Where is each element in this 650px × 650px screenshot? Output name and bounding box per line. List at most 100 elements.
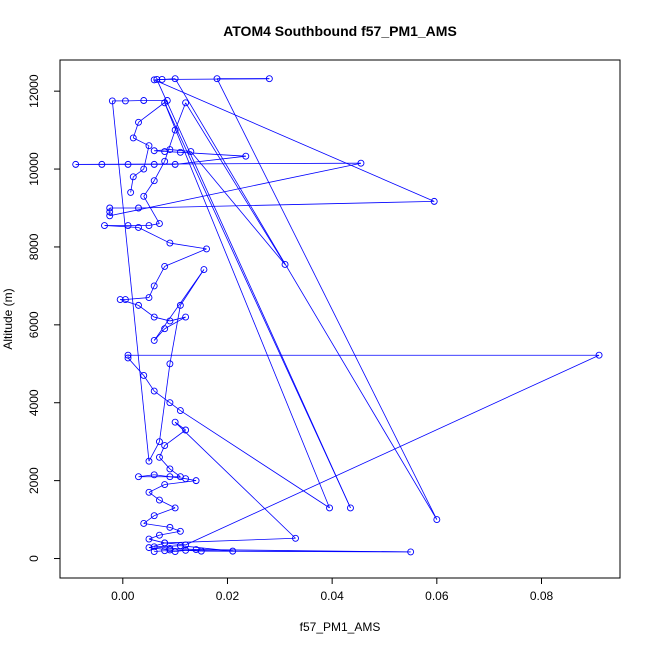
data-point	[145, 142, 153, 150]
data-point	[145, 544, 153, 552]
series-line-segment	[156, 79, 351, 509]
data-point	[150, 512, 158, 520]
data-point	[145, 457, 153, 465]
data-point	[161, 325, 169, 333]
data-point	[166, 360, 174, 368]
data-point	[166, 146, 174, 154]
data-point	[347, 504, 354, 512]
data-point	[182, 546, 190, 554]
data-point	[430, 197, 438, 205]
data-point	[150, 177, 158, 185]
data-point	[163, 97, 171, 104]
data-point	[129, 134, 137, 142]
series-line-segment	[138, 200, 435, 209]
data-point	[182, 541, 190, 549]
series-line-segment	[138, 100, 168, 123]
data-point	[161, 442, 169, 450]
series-line-segment	[154, 550, 165, 552]
data-point	[150, 282, 158, 290]
series-line-segment	[180, 269, 205, 306]
y-axis-label: Altitude (m)	[1, 288, 15, 349]
series-line-segment	[216, 78, 438, 520]
series-line-segment	[185, 102, 286, 265]
data-point	[171, 504, 179, 512]
series-line-segment	[164, 102, 330, 509]
data-point	[155, 496, 163, 504]
series-line-segment	[169, 402, 181, 411]
data-point	[187, 148, 195, 155]
data-point	[108, 97, 116, 105]
data-point	[171, 126, 179, 134]
series-line-segment	[148, 223, 160, 226]
series-line-segment	[180, 151, 246, 157]
series-line-segment	[164, 542, 186, 546]
series-line-segment	[164, 316, 186, 330]
data-point	[281, 261, 289, 268]
data-point	[150, 387, 158, 395]
series-line-segment	[180, 410, 330, 509]
series-line-segment	[153, 266, 166, 287]
data-point	[171, 160, 179, 168]
series-line-segment	[143, 515, 155, 524]
data-point	[98, 160, 106, 168]
x-tick-label: 0.00	[111, 589, 135, 603]
series-line-segment	[148, 534, 160, 540]
data-point	[127, 188, 135, 196]
data-point	[140, 372, 148, 379]
data-point	[150, 336, 158, 344]
data-point	[129, 173, 137, 181]
data-point	[116, 296, 124, 303]
data-point	[242, 152, 250, 160]
data-point	[124, 222, 132, 229]
data-point	[150, 147, 158, 155]
data-point	[166, 239, 174, 247]
series-line-segment	[196, 549, 411, 553]
data-point	[121, 296, 129, 303]
series-line-segment	[143, 145, 150, 170]
data-point	[192, 477, 200, 485]
series-line-segment	[143, 196, 160, 224]
data-point	[140, 520, 148, 527]
series-line-segment	[109, 162, 362, 217]
series-layer	[72, 75, 603, 556]
series-line-segment	[153, 161, 166, 181]
data-point	[135, 473, 142, 481]
x-axis-label: f57_PM1_AMS	[300, 620, 381, 634]
data-point	[182, 313, 190, 321]
series-line-segment	[164, 480, 197, 485]
data-point	[150, 313, 158, 321]
data-point	[166, 546, 174, 554]
data-point	[145, 535, 153, 543]
series-line-segment	[159, 445, 166, 458]
series-line-segment	[164, 129, 176, 162]
data-point	[124, 160, 132, 168]
data-point	[145, 488, 153, 496]
series-line-segment	[169, 526, 181, 532]
series-line-segment	[148, 285, 155, 298]
series-line-segment	[174, 78, 438, 520]
data-point	[135, 204, 142, 212]
data-point	[166, 317, 174, 325]
data-point	[161, 157, 169, 165]
data-point	[166, 465, 174, 473]
data-point	[192, 546, 200, 554]
data-point	[161, 481, 169, 488]
data-point	[140, 97, 148, 104]
data-point	[171, 418, 179, 426]
data-point	[407, 548, 415, 556]
data-point	[161, 262, 169, 270]
data-point	[166, 523, 174, 531]
data-point	[182, 475, 190, 483]
data-point	[326, 504, 333, 512]
chart-title: ATOM4 Southbound f57_PM1_AMS	[223, 23, 457, 39]
data-point	[145, 222, 153, 229]
data-point	[182, 99, 190, 107]
series-line-segment	[162, 78, 176, 80]
series-line-segment	[111, 100, 150, 462]
series-line-segment	[185, 478, 197, 482]
series-line-segment	[154, 79, 435, 202]
y-tick-label: 12000	[27, 74, 41, 108]
data-point	[124, 351, 132, 359]
